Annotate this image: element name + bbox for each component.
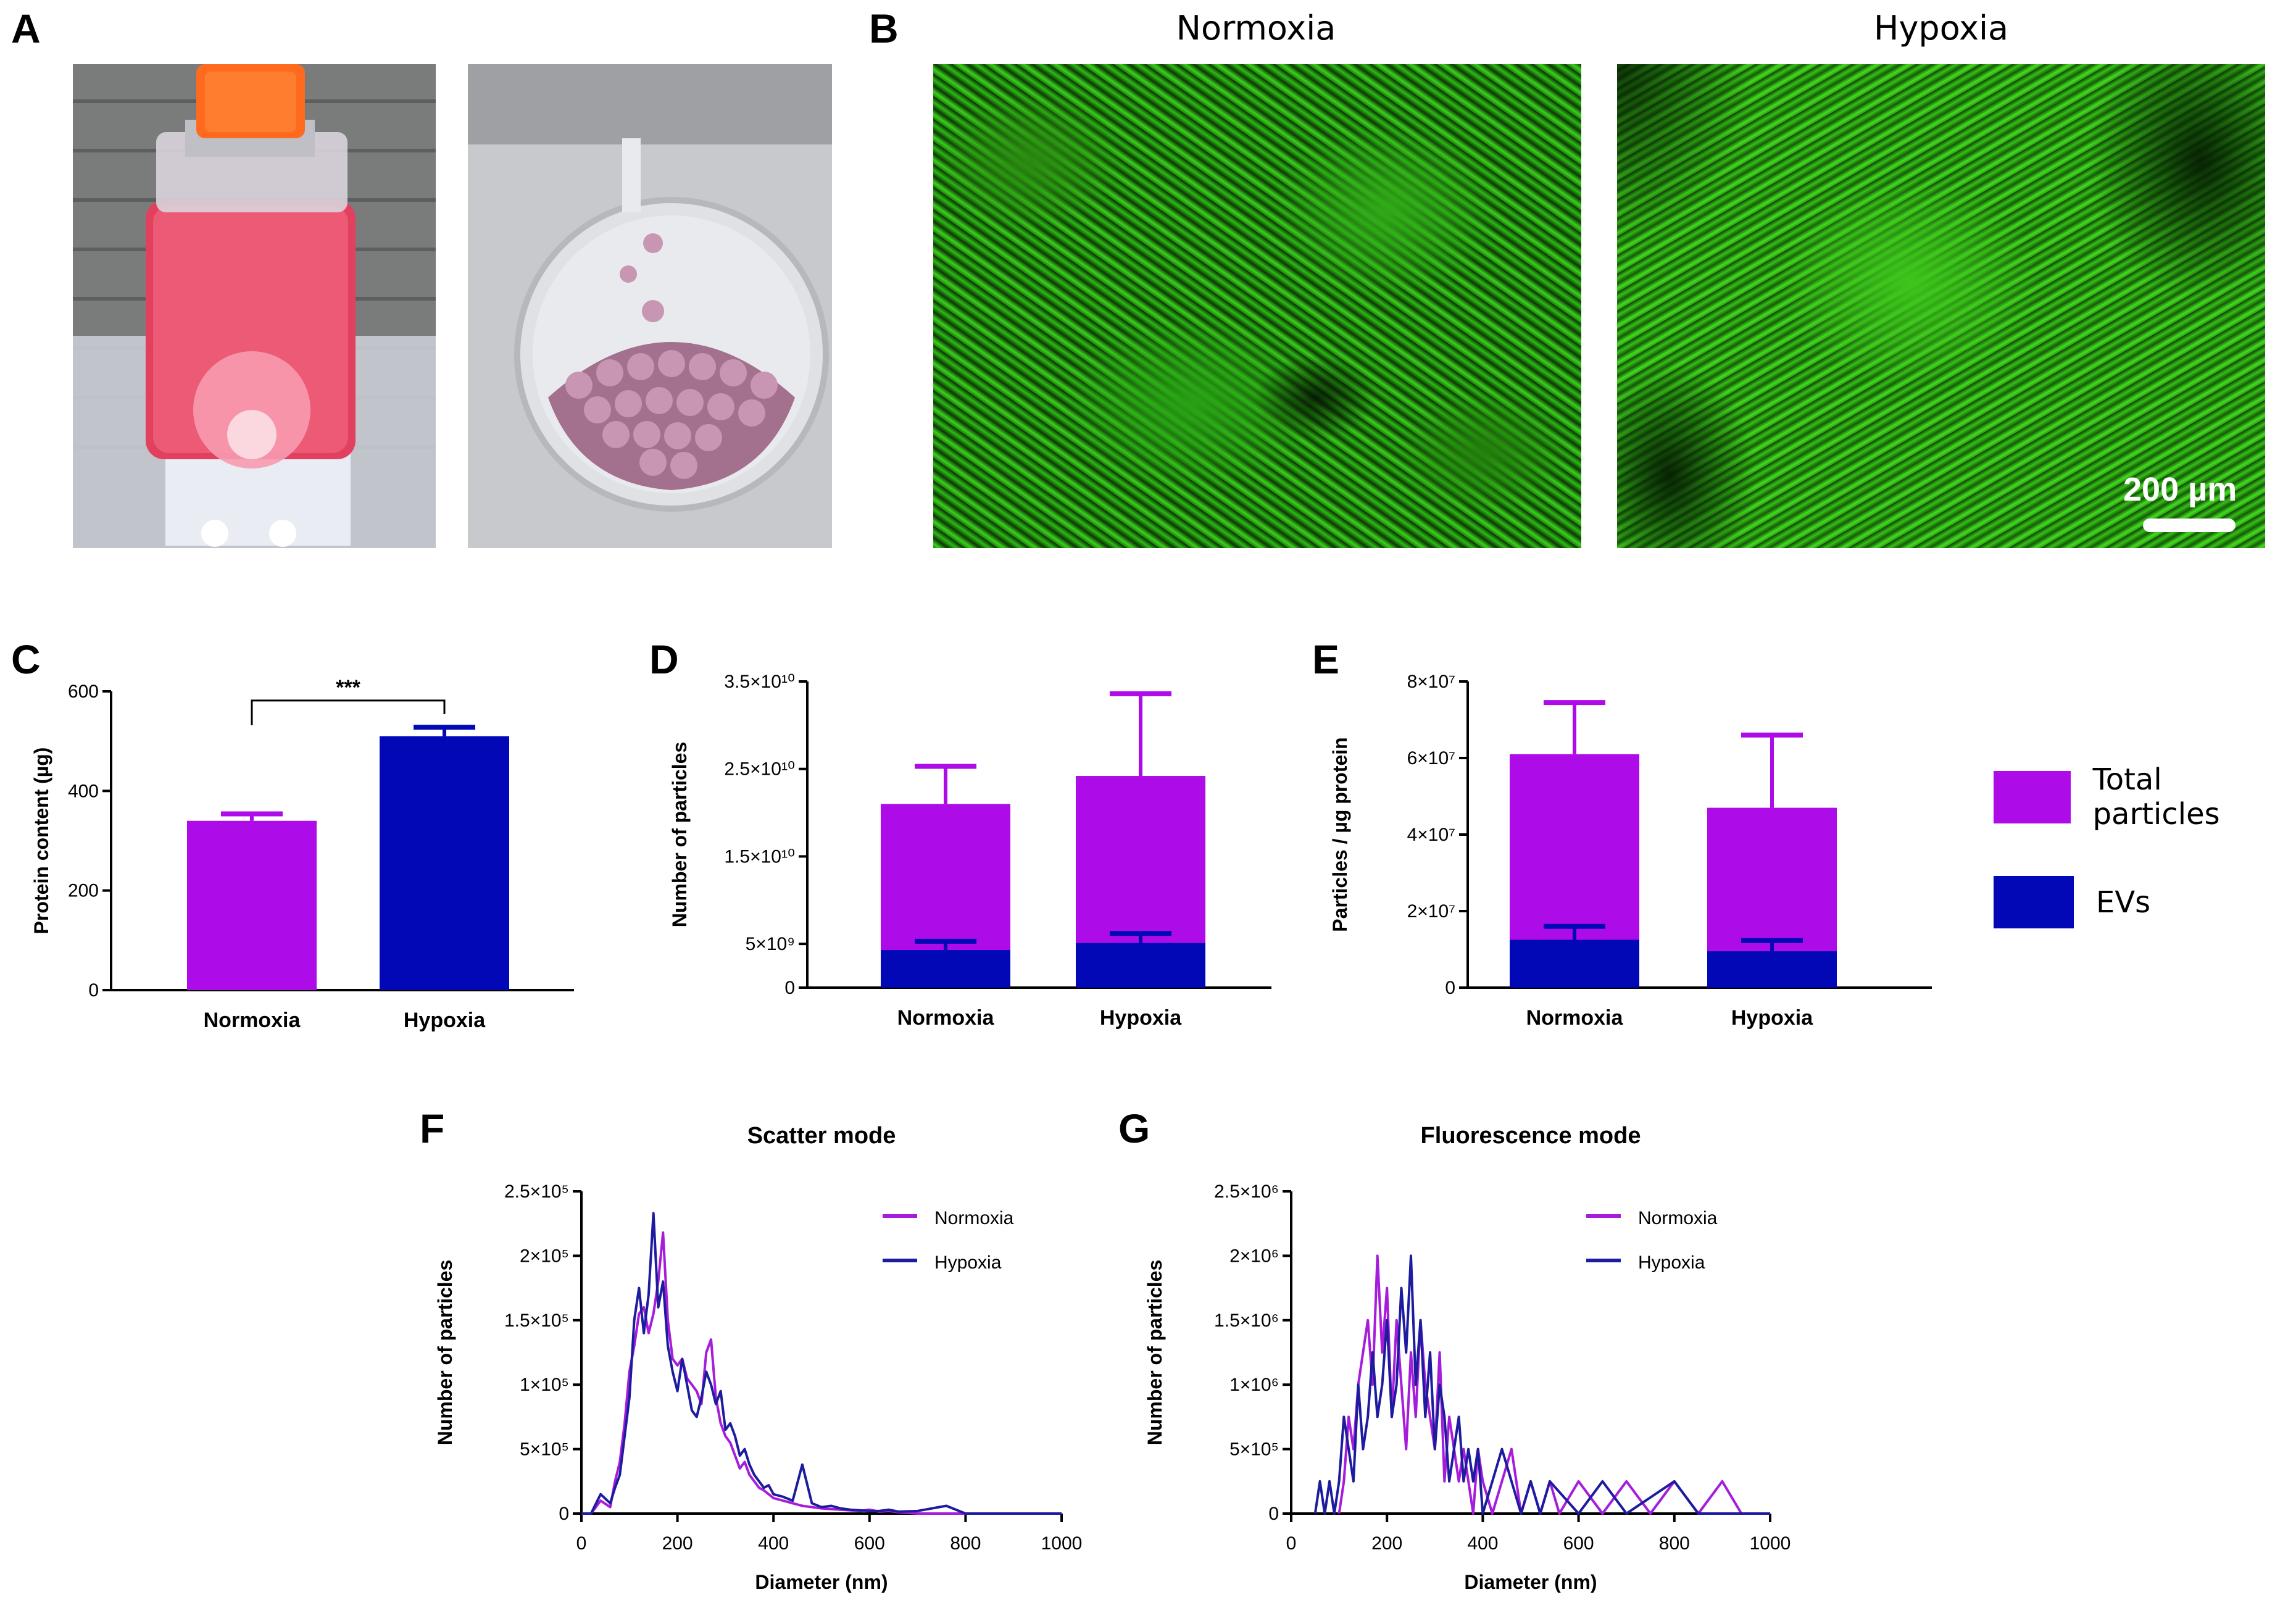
y-tick-label: 2×10⁶ bbox=[1229, 1246, 1279, 1266]
y-tick-label: 0 bbox=[1268, 1504, 1279, 1524]
y-axis-label: Particles / µg protein bbox=[1329, 737, 1351, 931]
evs-bar bbox=[1707, 951, 1837, 988]
x-category-label: Hypoxia bbox=[1100, 1006, 1182, 1030]
scale-bar-label: 200 µm bbox=[2123, 471, 2237, 508]
legend-item-evs: EVs bbox=[1994, 876, 2150, 928]
x-tick-label: 0 bbox=[576, 1533, 587, 1554]
evs-bar bbox=[1076, 943, 1205, 988]
panel-label-g: G bbox=[1118, 1106, 1150, 1151]
x-category-label: Hypoxia bbox=[404, 1009, 486, 1032]
panel-label-d: D bbox=[649, 636, 679, 682]
chart-title: Fluorescence mode bbox=[1421, 1123, 1641, 1149]
y-axis-label: Number of particles bbox=[1144, 1260, 1166, 1446]
y-tick-label: 5×10⁹ bbox=[746, 934, 795, 954]
panel-label-f: F bbox=[420, 1106, 445, 1151]
microscopy-title-normoxia: Normoxia bbox=[1176, 9, 1336, 48]
y-tick-label: 5×10⁵ bbox=[520, 1439, 569, 1460]
bioreactor-photo bbox=[73, 64, 436, 548]
x-category-label: Hypoxia bbox=[1731, 1006, 1813, 1030]
legend-swatch-evs bbox=[1994, 876, 2074, 928]
y-tick-label: 0 bbox=[784, 978, 795, 998]
microscopy-image-normoxia bbox=[933, 64, 1581, 548]
x-category-label: Normoxia bbox=[204, 1009, 301, 1032]
x-category-label: Normoxia bbox=[1526, 1006, 1624, 1030]
panel-label-e: E bbox=[1312, 636, 1340, 682]
legend-label-hypoxia-line: Hypoxia bbox=[934, 1252, 1002, 1273]
x-axis-label: Diameter (nm) bbox=[755, 1571, 888, 1593]
protein-bar bbox=[187, 820, 317, 990]
hypoxia-line bbox=[1313, 1254, 1770, 1515]
y-tick-label: 600 bbox=[68, 681, 99, 702]
x-tick-label: 600 bbox=[1563, 1533, 1594, 1554]
x-tick-label: 200 bbox=[662, 1533, 693, 1554]
fluorescence-mode-chart: Fluorescence mode 0 5×10⁵ 1×10⁶ 1.5×10⁶ 2×10⁶… bbox=[1144, 1123, 1791, 1593]
y-tick-label: 1.5×10⁵ bbox=[504, 1310, 569, 1331]
y-tick-label: 200 bbox=[68, 881, 99, 901]
y-tick-label: 1×10⁵ bbox=[520, 1375, 569, 1395]
legend-label-normoxia-line: Normoxia bbox=[934, 1208, 1014, 1228]
chart-title: Scatter mode bbox=[747, 1123, 896, 1149]
legend-label-evs: EVs bbox=[2096, 885, 2151, 920]
x-category-label: Normoxia bbox=[897, 1006, 995, 1030]
y-tick-label: 2×10⁵ bbox=[520, 1246, 569, 1266]
y-tick-label: 6×10⁷ bbox=[1407, 748, 1455, 769]
particles-per-protein-chart: 0 2×10⁷ 4×10⁷ 6×10⁷ 8×10⁷ Particles / µg prot… bbox=[1329, 672, 1932, 1030]
x-tick-label: 400 bbox=[1467, 1533, 1498, 1554]
protein-bar bbox=[380, 736, 509, 990]
panel-label-b: B bbox=[869, 6, 899, 51]
normoxia-line bbox=[1337, 1254, 1751, 1515]
normoxia-line bbox=[581, 1231, 1062, 1515]
significance-bracket bbox=[251, 699, 446, 725]
scale-bar bbox=[2143, 519, 2236, 532]
y-tick-label: 0 bbox=[1445, 978, 1455, 998]
y-tick-label: 2.5×10⁵ bbox=[504, 1181, 569, 1202]
scatter-mode-chart: Scatter mode 0 5×10⁵ 1×10⁵ 1.5×10⁵ 2×10⁵ 2.5×1… bbox=[434, 1123, 1083, 1593]
y-tick-label: 4×10⁷ bbox=[1407, 825, 1455, 845]
y-tick-label: 1.5×10⁶ bbox=[1214, 1310, 1279, 1331]
stacked-bar-legend: Total particles EVs bbox=[1994, 762, 2290, 935]
y-tick-label: 1×10⁶ bbox=[1229, 1375, 1279, 1395]
x-tick-label: 600 bbox=[854, 1533, 885, 1554]
y-tick-label: 5×10⁵ bbox=[1229, 1439, 1279, 1460]
x-tick-label: 1000 bbox=[1041, 1533, 1083, 1554]
y-axis-label: Protein content (µg) bbox=[30, 748, 52, 935]
particle-count-chart: 0 5×10⁹ 1.5×10¹⁰ 2.5×10¹⁰ 3.5×10¹⁰ Number of … bbox=[668, 672, 1271, 1030]
panel-label-a: A bbox=[11, 6, 41, 51]
y-tick-label: 2×10⁷ bbox=[1407, 901, 1455, 922]
y-tick-label: 0 bbox=[88, 980, 99, 1001]
legend-item-total: Total particles bbox=[1994, 762, 2290, 831]
bioreactor-illustration bbox=[73, 64, 436, 548]
evs-bar bbox=[881, 950, 1010, 988]
x-tick-label: 1000 bbox=[1750, 1533, 1791, 1554]
y-axis-label: Number of particles bbox=[434, 1260, 456, 1446]
y-tick-label: 2.5×10¹⁰ bbox=[724, 759, 795, 780]
y-tick-label: 0 bbox=[559, 1504, 569, 1524]
panel-label-c: C bbox=[11, 636, 41, 682]
protein-content-chart: 0 200 400 600 Protein content (µg) Normoxia Hy… bbox=[30, 676, 574, 1032]
significance-marker: *** bbox=[336, 676, 360, 699]
microscopy-title-hypoxia: Hypoxia bbox=[1873, 9, 2009, 48]
legend-label-total: Total particles bbox=[2092, 762, 2220, 831]
well-plate-photo bbox=[468, 64, 832, 548]
x-tick-label: 400 bbox=[758, 1533, 789, 1554]
y-tick-label: 3.5×10¹⁰ bbox=[724, 672, 795, 692]
x-tick-label: 800 bbox=[950, 1533, 981, 1554]
x-tick-label: 800 bbox=[1659, 1533, 1690, 1554]
y-axis-label: Number of particles bbox=[668, 742, 691, 928]
legend-swatch-total bbox=[1994, 770, 2071, 823]
y-tick-label: 1.5×10¹⁰ bbox=[724, 846, 795, 867]
evs-bar bbox=[1510, 939, 1639, 988]
y-tick-label: 400 bbox=[68, 781, 99, 801]
x-tick-label: 200 bbox=[1371, 1533, 1402, 1554]
legend-label-hypoxia-line: Hypoxia bbox=[1638, 1252, 1705, 1273]
well-plate-illustration bbox=[468, 64, 832, 548]
legend-label-normoxia-line: Normoxia bbox=[1638, 1208, 1718, 1228]
y-tick-label: 8×10⁷ bbox=[1407, 672, 1455, 692]
y-tick-label: 2.5×10⁶ bbox=[1214, 1181, 1279, 1202]
x-axis-label: Diameter (nm) bbox=[1464, 1571, 1597, 1593]
hypoxia-line bbox=[581, 1212, 1062, 1515]
microscopy-image-hypoxia: 200 µm bbox=[1617, 64, 2265, 548]
x-tick-label: 0 bbox=[1286, 1533, 1297, 1554]
